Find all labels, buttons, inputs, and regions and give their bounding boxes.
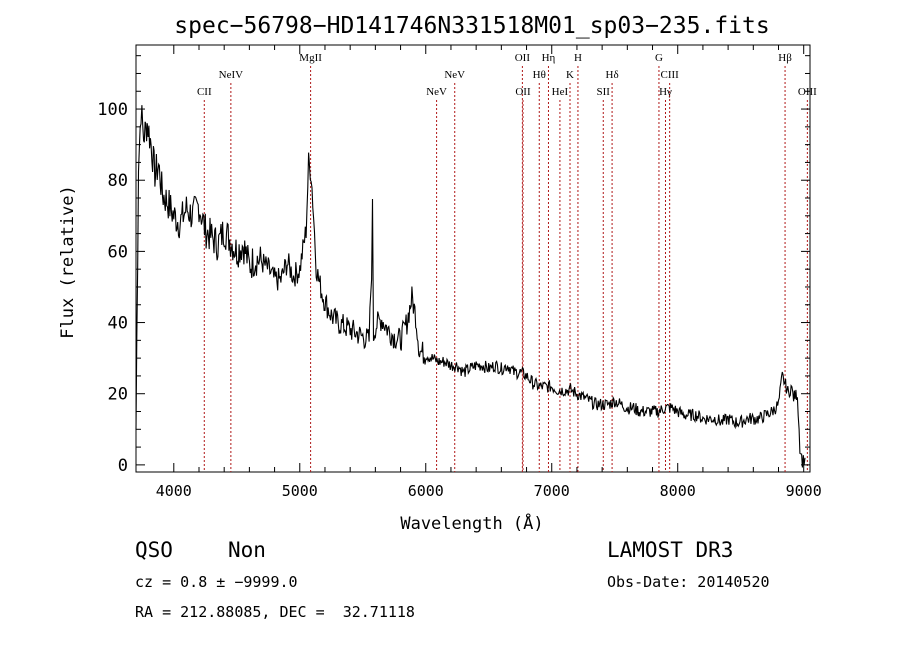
emission-line-label: NeV	[426, 86, 447, 98]
emission-line-label: H	[574, 52, 582, 64]
x-axis-label: Wavelength (Å)	[400, 512, 543, 534]
y-tick-label: 0	[118, 456, 128, 476]
spectrum-line	[135, 105, 806, 468]
y-tick-label: 60	[108, 242, 128, 262]
y-tick-label: 20	[108, 385, 128, 405]
x-tick-label: 8000	[660, 482, 696, 500]
emission-line-label: Hβ	[778, 52, 792, 64]
x-tick-label: 5000	[282, 482, 318, 500]
x-tick-label: 4000	[156, 482, 192, 500]
x-tick-label: 6000	[408, 482, 444, 500]
emission-line-label: NeV	[444, 69, 465, 81]
observation-date: Obs-Date: 20140520	[607, 573, 770, 591]
emission-line-label: NeIV	[219, 69, 243, 81]
emission-line-label: CIII	[660, 69, 679, 81]
emission-line-label: OII	[515, 86, 531, 98]
y-axis-label: Flux (relative)	[58, 185, 78, 339]
x-tick-label: 7000	[534, 482, 570, 500]
y-tick-label: 80	[108, 171, 128, 191]
x-axis-ticks: 4000 5000 6000 7000 8000 9000	[156, 45, 822, 500]
emission-line-label: G	[655, 52, 663, 64]
emission-line-label: Hθ	[533, 69, 546, 81]
y-tick-label: 100	[97, 100, 128, 120]
ra-dec-coordinates: RA = 212.88085, DEC = 32.71118	[135, 603, 415, 621]
emission-line-label: SII	[597, 86, 611, 98]
object-subclass: Non	[228, 538, 266, 562]
chart-title: spec−56798−HD141746N331518M01_sp03−235.f…	[174, 13, 769, 39]
emission-line-label: Hδ	[606, 69, 619, 81]
emission-line-label: MgII	[299, 52, 322, 64]
emission-line-label: K	[566, 69, 574, 81]
emission-line-label: Hγ	[659, 86, 672, 98]
emission-line-label: CII	[197, 86, 212, 98]
x-tick-label: 9000	[786, 482, 822, 500]
emission-line-label: HeI	[552, 86, 569, 98]
emission-line-label: OII	[515, 52, 531, 64]
y-tick-label: 40	[108, 314, 128, 334]
survey-release: LAMOST DR3	[607, 538, 734, 562]
emission-line-label: OIII	[798, 86, 817, 98]
emission-line-label: Hη	[542, 52, 556, 64]
plot-frame	[135, 44, 811, 473]
object-class: QSO	[135, 538, 173, 562]
redshift-cz: cz = 0.8 ± −9999.0	[135, 573, 298, 591]
